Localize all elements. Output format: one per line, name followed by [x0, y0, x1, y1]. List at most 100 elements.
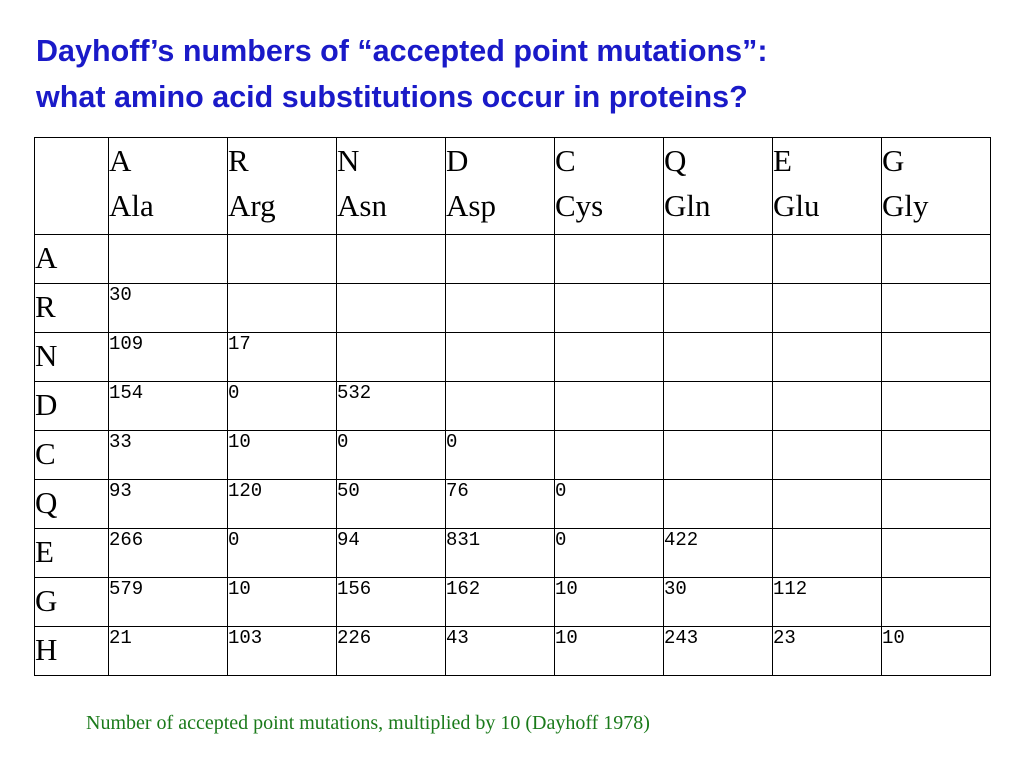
- row-header: A: [34, 234, 109, 284]
- table-cell: 103: [227, 626, 337, 676]
- table-cell: [663, 332, 773, 382]
- table-cell: 112: [772, 577, 882, 627]
- column-code: E: [773, 143, 792, 178]
- column-header: A Ala: [108, 137, 228, 235]
- table-cell: [772, 332, 882, 382]
- column-name: Asn: [337, 188, 387, 223]
- column-header: E Glu: [772, 137, 882, 235]
- column-code: D: [446, 143, 469, 178]
- table-row: R 30: [34, 283, 991, 333]
- table-cell: [445, 283, 555, 333]
- table-cell: [554, 430, 664, 480]
- table-cell: [881, 479, 991, 529]
- table-cell: 0: [554, 528, 664, 578]
- column-name: Gln: [664, 188, 711, 223]
- table-cell: 831: [445, 528, 555, 578]
- table-cell: [554, 283, 664, 333]
- table-cell: 0: [227, 528, 337, 578]
- column-code: N: [337, 143, 360, 178]
- column-code: G: [882, 143, 905, 178]
- table-cell: 243: [663, 626, 773, 676]
- table-cell: [227, 283, 337, 333]
- table-cell: [554, 381, 664, 431]
- table-cell: 10: [227, 430, 337, 480]
- table-cell: [772, 430, 882, 480]
- column-header: R Arg: [227, 137, 337, 235]
- row-header: G: [34, 577, 109, 627]
- table-row: E 266 0 94 831 0 422: [34, 528, 991, 578]
- row-header: N: [34, 332, 109, 382]
- table-body: A R 30 N 109 17 D 154 0 532 C 33 10 0 0 Q 93 120 50 76 0 E 266…: [34, 234, 991, 676]
- table-cell: 162: [445, 577, 555, 627]
- table-cell: 10: [881, 626, 991, 676]
- column-code: A: [109, 143, 132, 178]
- slide-title: Dayhoff’s numbers of “accepted point mut…: [36, 28, 1006, 120]
- title-line-2: what amino acid substitutions occur in p…: [36, 80, 748, 114]
- table-cell: 23: [772, 626, 882, 676]
- row-header: D: [34, 381, 109, 431]
- column-name: Ala: [109, 188, 154, 223]
- table-cell: 532: [336, 381, 446, 431]
- table-row: C 33 10 0 0: [34, 430, 991, 480]
- corner-cell: [34, 137, 109, 235]
- table-cell: [227, 234, 337, 284]
- column-header: G Gly: [881, 137, 991, 235]
- table-cell: [881, 430, 991, 480]
- table-cell: 579: [108, 577, 228, 627]
- table-cell: [663, 430, 773, 480]
- table-cell: 10: [554, 577, 664, 627]
- table-cell: [881, 234, 991, 284]
- caption: Number of accepted point mutations, mult…: [86, 712, 650, 734]
- table-cell: [881, 332, 991, 382]
- table-cell: 226: [336, 626, 446, 676]
- table-cell: 76: [445, 479, 555, 529]
- column-name: Asp: [446, 188, 496, 223]
- table-cell: 0: [227, 381, 337, 431]
- table-row: Q 93 120 50 76 0: [34, 479, 991, 529]
- table-cell: [445, 381, 555, 431]
- table-cell: 0: [554, 479, 664, 529]
- table-cell: 10: [227, 577, 337, 627]
- table-cell: [554, 332, 664, 382]
- column-header: C Cys: [554, 137, 664, 235]
- table-cell: 93: [108, 479, 228, 529]
- table-cell: [881, 577, 991, 627]
- column-name: Glu: [773, 188, 820, 223]
- table-cell: 17: [227, 332, 337, 382]
- table-cell: [772, 528, 882, 578]
- column-code: Q: [664, 143, 687, 178]
- table-cell: 0: [336, 430, 446, 480]
- table-cell: 21: [108, 626, 228, 676]
- column-header: D Asp: [445, 137, 555, 235]
- column-header: Q Gln: [663, 137, 773, 235]
- row-header: Q: [34, 479, 109, 529]
- table-cell: 156: [336, 577, 446, 627]
- header-row: A Ala R Arg N Asn D Asp C Cys Q Gln E Glu G Gly: [34, 137, 991, 235]
- table-cell: 0: [445, 430, 555, 480]
- table-cell: 33: [108, 430, 228, 480]
- row-header: H: [34, 626, 109, 676]
- table-cell: [663, 234, 773, 284]
- table-cell: [772, 381, 882, 431]
- table-cell: [336, 283, 446, 333]
- table-row: H 21 103 226 43 10 243 23 10: [34, 626, 991, 676]
- column-code: R: [228, 143, 249, 178]
- table-cell: [336, 234, 446, 284]
- table-cell: [663, 283, 773, 333]
- table-row: G 579 10 156 162 10 30 112: [34, 577, 991, 627]
- row-header: C: [34, 430, 109, 480]
- table-cell: 154: [108, 381, 228, 431]
- table-cell: [663, 479, 773, 529]
- table-cell: [663, 381, 773, 431]
- table-cell: 50: [336, 479, 446, 529]
- table-cell: [881, 528, 991, 578]
- column-name: Cys: [555, 188, 604, 223]
- table-cell: 266: [108, 528, 228, 578]
- table-cell: [881, 283, 991, 333]
- table-cell: [772, 479, 882, 529]
- column-header: N Asn: [336, 137, 446, 235]
- table-cell: 30: [663, 577, 773, 627]
- table-cell: 10: [554, 626, 664, 676]
- table-cell: [772, 234, 882, 284]
- table-cell: [108, 234, 228, 284]
